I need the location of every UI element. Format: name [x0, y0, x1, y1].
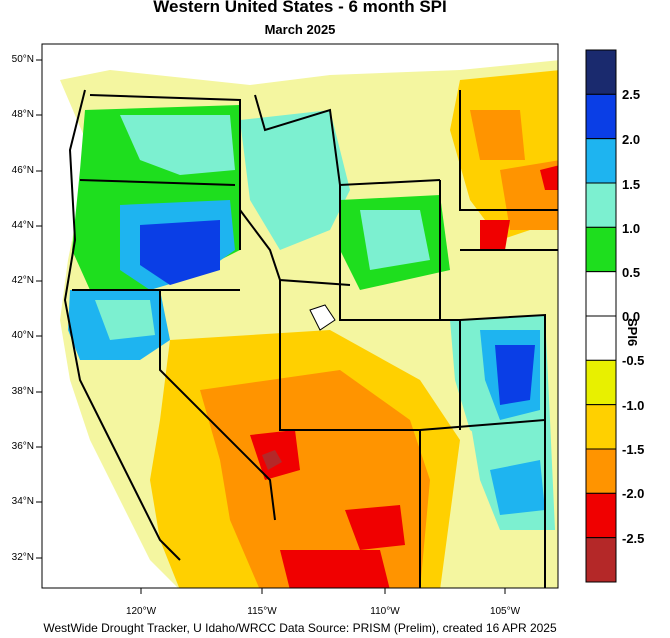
- colorbar-label: 1.0: [622, 221, 641, 236]
- lon-label: 105°W: [489, 606, 521, 617]
- lat-label: 44°N: [11, 220, 34, 231]
- footer-credit: WestWide Drought Tracker, U Idaho/WRCC D…: [43, 621, 557, 635]
- lat-label: 50°N: [11, 54, 34, 65]
- colorbar-swatch: [585, 315, 617, 361]
- colorbar-label: -0.5: [622, 353, 645, 368]
- colorbar-swatch: [585, 49, 617, 95]
- lat-label: 36°N: [11, 441, 34, 452]
- colorbar-label: -2.5: [622, 531, 645, 546]
- colorbar-swatch: [585, 182, 617, 228]
- lat-label: 46°N: [11, 165, 34, 176]
- colorbar-swatch: [585, 271, 617, 317]
- colorbar-label: -1.0: [622, 398, 645, 413]
- lat-label: 38°N: [11, 386, 34, 397]
- map-title: Western United States - 6 month SPI: [153, 0, 447, 16]
- lat-label: 48°N: [11, 109, 34, 120]
- lat-label: 40°N: [11, 330, 34, 341]
- lon-label: 110°W: [370, 606, 400, 617]
- colorbar-swatch: [585, 537, 617, 583]
- colorbar-swatch: [585, 404, 617, 450]
- colorbar-label: -2.0: [622, 486, 645, 501]
- colorbar-swatch: [585, 359, 617, 406]
- colorbar-swatch: [585, 93, 617, 140]
- lat-label: 34°N: [11, 496, 34, 507]
- colorbar-label: 2.0: [622, 132, 641, 147]
- colorbar-swatch: [585, 492, 617, 539]
- colorbar-label: -1.5: [622, 442, 645, 457]
- colorbar-label: 0.0: [622, 309, 641, 324]
- colorbar-label: 1.5: [622, 177, 641, 192]
- lon-label: 115°W: [247, 606, 277, 617]
- colorbar-title: SPI6: [625, 318, 640, 347]
- lon-label: 120°W: [125, 606, 157, 617]
- colorbar-label: 2.5: [622, 87, 641, 102]
- lat-label: 32°N: [11, 552, 34, 563]
- lat-label: 42°N: [11, 275, 34, 286]
- colorbar: [585, 49, 617, 583]
- colorbar-swatch: [585, 138, 617, 184]
- colorbar-swatch: [585, 448, 617, 494]
- map-subtitle: March 2025: [264, 22, 336, 37]
- colorbar-swatch: [585, 226, 617, 273]
- colorbar-label: 0.5: [622, 265, 641, 280]
